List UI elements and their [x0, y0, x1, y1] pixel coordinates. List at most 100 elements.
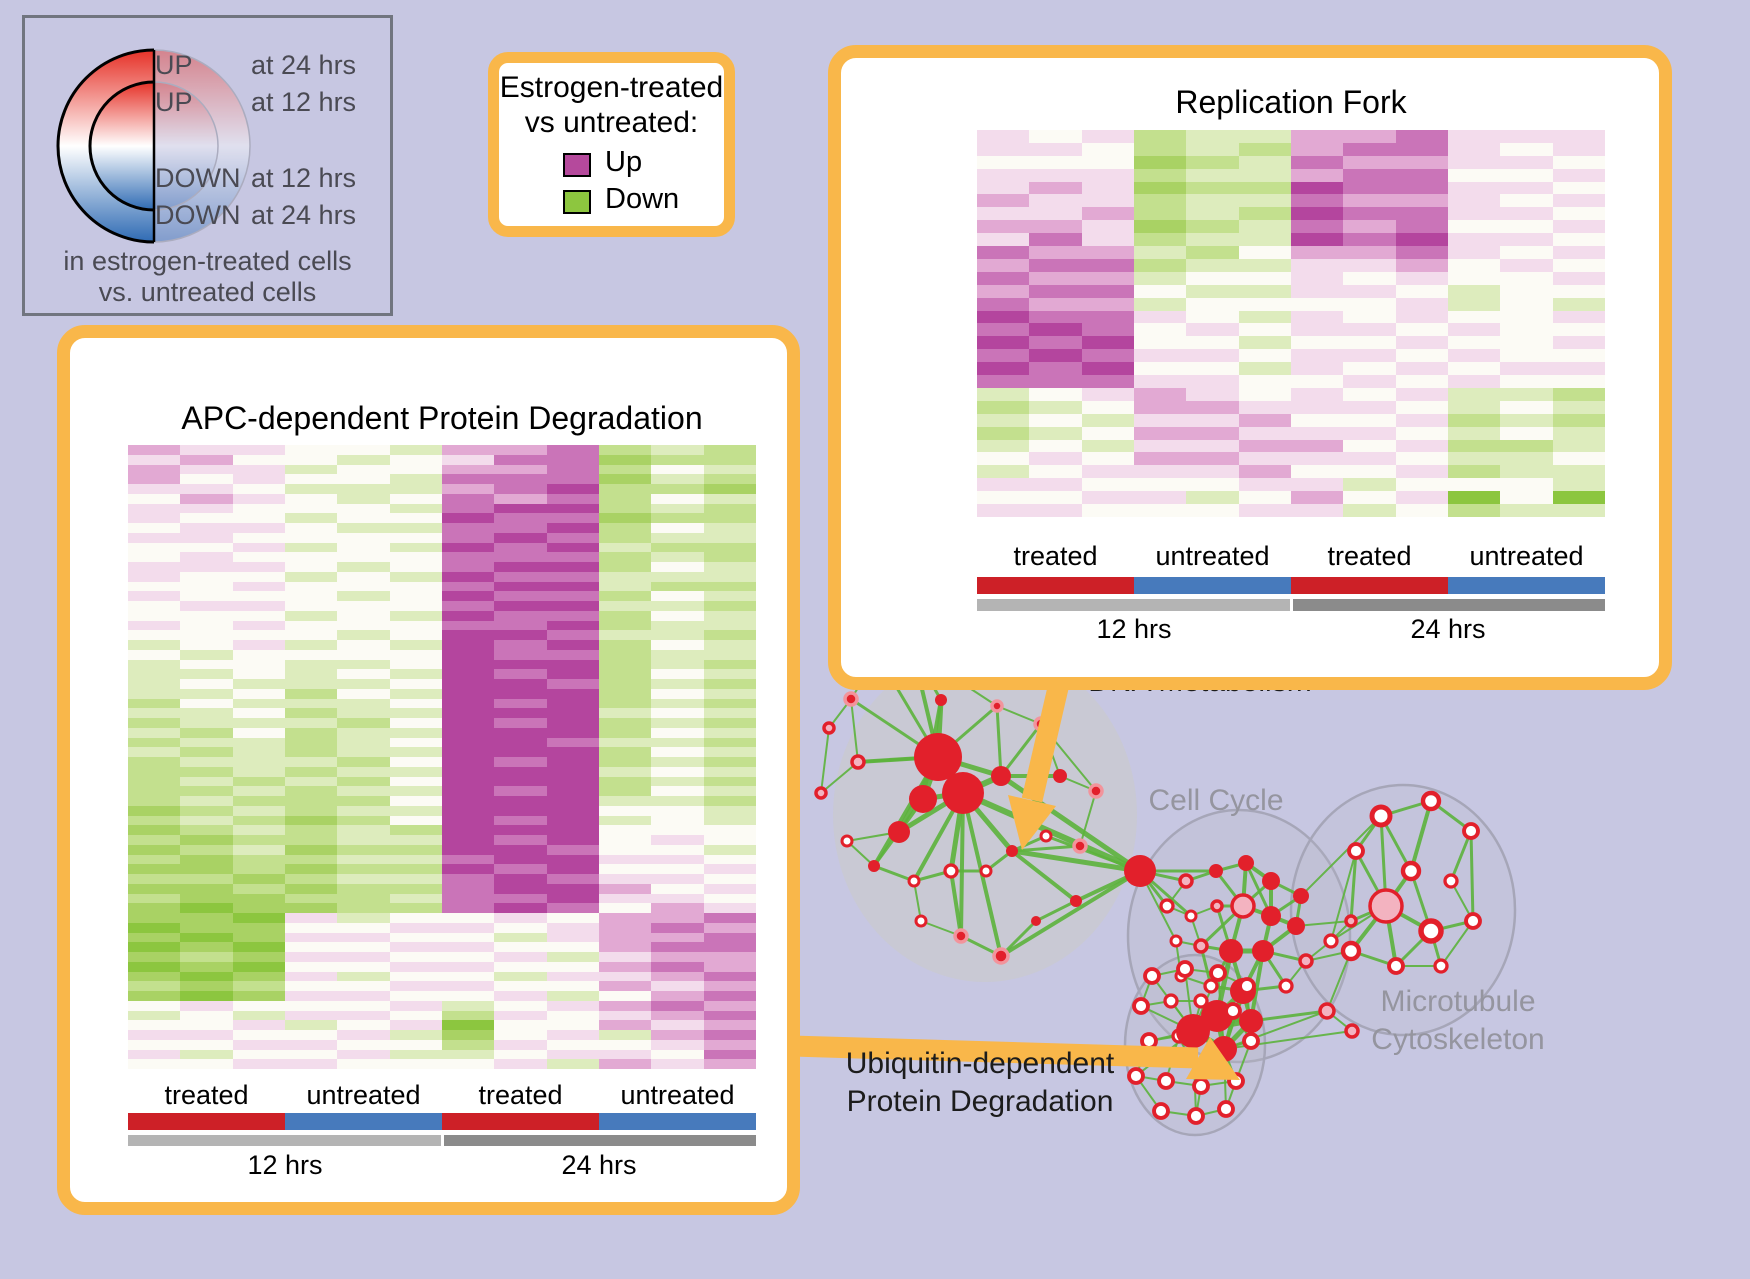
heatmap-cell [441, 503, 495, 514]
heatmap-cell [284, 1059, 338, 1069]
heatmap-cell [494, 991, 547, 1001]
heatmap-cell [1447, 233, 1501, 247]
heatmap-cell [337, 737, 390, 748]
heatmap-cell [1447, 452, 1501, 466]
heatmap-cell [284, 805, 338, 816]
heatmap-cell [128, 571, 181, 582]
network-edge [1010, 844, 1082, 853]
heatmap-cell [651, 571, 704, 582]
gene-node-r [1347, 842, 1365, 860]
heatmap-cell [1395, 310, 1448, 324]
heatmap-cell [1447, 168, 1501, 182]
heatmap-cell [598, 445, 652, 455]
heatmap-cell [1186, 258, 1239, 272]
heatmap-cell [703, 513, 756, 523]
heatmap-cell [337, 688, 390, 699]
heatmap-cell [284, 698, 338, 709]
arrowhead-icon [1008, 795, 1056, 850]
heatmap-cell [1290, 181, 1344, 195]
heatmap-cell [389, 893, 442, 904]
heatmap-cell [703, 835, 756, 845]
network-edge [996, 705, 1042, 725]
heatmap-cell [389, 844, 442, 855]
gene-node-s [991, 766, 1011, 786]
heatmap-cell [284, 503, 338, 514]
heatmap-cell [232, 620, 285, 631]
heatmap-cell [651, 532, 704, 543]
heatmap-cell [598, 523, 652, 533]
heatmap-cell [651, 1049, 704, 1060]
heatmap-cell [441, 454, 495, 465]
heatmap-cell [232, 786, 285, 796]
heatmap-cell [128, 552, 181, 562]
heatmap-cell [284, 620, 338, 631]
heatmap-cell [651, 913, 704, 923]
gene-node-r [907, 874, 921, 888]
heatmap-cell [1081, 194, 1134, 208]
heatmap-cell [546, 552, 599, 562]
replication-fork-heatmap [977, 130, 1605, 517]
heatmap-cell [1395, 258, 1448, 272]
heatmap-cell [1186, 491, 1239, 505]
heatmap-cell [1500, 207, 1553, 221]
heatmap-cell [598, 1020, 652, 1030]
heatmap-cell [128, 952, 181, 962]
heatmap-cell [441, 776, 495, 787]
heatmap-cell [977, 349, 1030, 363]
heatmap-cell [977, 194, 1030, 208]
heatmap-cell [598, 649, 652, 660]
heatmap-cell [546, 679, 599, 689]
heatmap-cell [441, 727, 495, 738]
heatmap-cell [494, 630, 547, 640]
network-edge [872, 864, 916, 883]
heatmap-cell [128, 513, 181, 523]
heatmap-cell [1029, 271, 1082, 285]
heatmap-cell [1238, 168, 1291, 182]
heatmap-cell [494, 737, 547, 748]
heatmap-cell [651, 932, 704, 943]
heatmap-cell [337, 445, 390, 455]
heatmap-cell [232, 737, 285, 748]
heatmap-cell [232, 523, 285, 533]
heatmap-cell [1290, 478, 1344, 492]
heatmap-cell [1343, 336, 1396, 350]
treated-bar [442, 1113, 599, 1130]
gene-node-s [1124, 855, 1156, 887]
time-bar-12hrs [977, 599, 1290, 611]
heatmap-cell [441, 464, 495, 475]
heatmap-cell [232, 854, 285, 865]
heatmap-cell [1290, 310, 1344, 324]
heatmap-cell [651, 659, 704, 670]
heatmap-cell [1186, 362, 1239, 376]
heatmap-cell [598, 825, 652, 835]
heatmap-cell [1186, 297, 1239, 311]
heatmap-cell [651, 669, 704, 679]
gene-node-r [1443, 873, 1459, 889]
heatmap-cell [232, 503, 285, 514]
treated-bar [128, 1113, 285, 1130]
heatmap-cell [1081, 220, 1134, 234]
heatmap-cell [598, 1049, 652, 1060]
heatmap-cell [389, 679, 442, 689]
heatmap-cell [389, 961, 442, 972]
heatmap-cell [180, 591, 233, 601]
heatmap-cell [651, 640, 704, 650]
heatmap-cell [1552, 336, 1605, 350]
heatmap-cell [1186, 194, 1239, 208]
heatmap-cell [180, 786, 233, 796]
heatmap-cell [441, 932, 495, 943]
heatmap-cell [977, 336, 1030, 350]
heatmap-cell [703, 571, 756, 582]
heatmap-cell [1290, 336, 1344, 350]
heatmap-cell [1500, 336, 1553, 350]
heatmap-cell [703, 825, 756, 835]
heatmap-cell [1133, 246, 1187, 259]
heatmap-cell [1447, 349, 1501, 363]
heatmap-cell [128, 718, 181, 728]
heatmap-cell [546, 445, 599, 455]
heatmap-cell [1186, 246, 1239, 259]
heatmap-cell [598, 922, 652, 933]
heatmap-cell [546, 932, 599, 943]
heatmap-cell [128, 601, 181, 611]
heatmap-cell [1238, 426, 1291, 440]
